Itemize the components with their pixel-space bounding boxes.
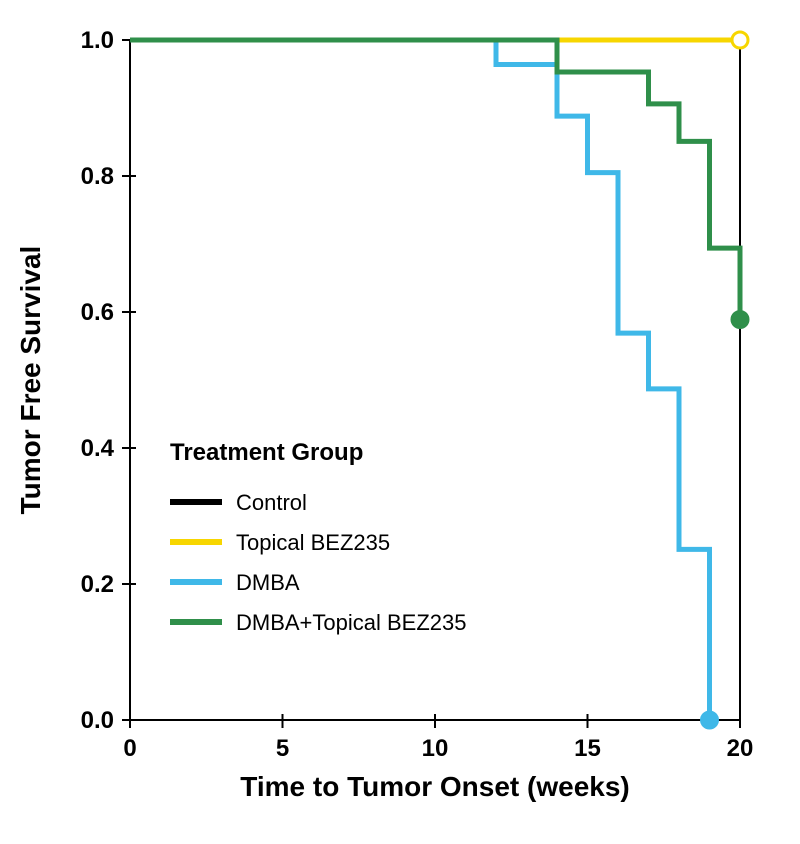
x-tick-label: 10 — [422, 735, 449, 762]
x-tick-label: 15 — [574, 735, 601, 762]
y-tick-label: 1.0 — [81, 27, 114, 54]
legend-swatch — [170, 579, 222, 585]
x-tick-label: 0 — [123, 735, 136, 762]
legend-label: DMBA — [236, 570, 300, 595]
legend-swatch — [170, 499, 222, 505]
survival-chart: 0 5 10 15 20 0.0 0.2 0.4 0.6 0.8 1.0 Time to Tumor … — [0, 0, 800, 844]
x-tick-label: 20 — [727, 735, 754, 762]
y-tick-label: 0.4 — [81, 435, 115, 462]
legend-swatch — [170, 619, 222, 625]
legend-title: Treatment Group — [170, 439, 363, 466]
y-tick-label: 0.2 — [81, 571, 114, 598]
y-tick-label: 0.8 — [81, 163, 114, 190]
x-axis-title: Time to Tumor Onset (weeks) — [240, 771, 629, 802]
series-end-marker — [732, 311, 748, 327]
series-end-marker — [732, 32, 748, 48]
legend-label: Topical BEZ235 — [236, 530, 390, 555]
chart-svg: 0 5 10 15 20 0.0 0.2 0.4 0.6 0.8 1.0 Time to Tumor … — [0, 0, 800, 844]
y-tick-label: 0.0 — [81, 707, 114, 734]
legend-label: Control — [236, 490, 307, 515]
legend-label: DMBA+Topical BEZ235 — [236, 610, 467, 635]
series-end-marker — [702, 712, 718, 728]
x-tick-label: 5 — [276, 735, 289, 762]
y-tick-label: 0.6 — [81, 299, 114, 326]
legend-swatch — [170, 539, 222, 545]
y-axis-title: Tumor Free Survival — [15, 246, 46, 515]
